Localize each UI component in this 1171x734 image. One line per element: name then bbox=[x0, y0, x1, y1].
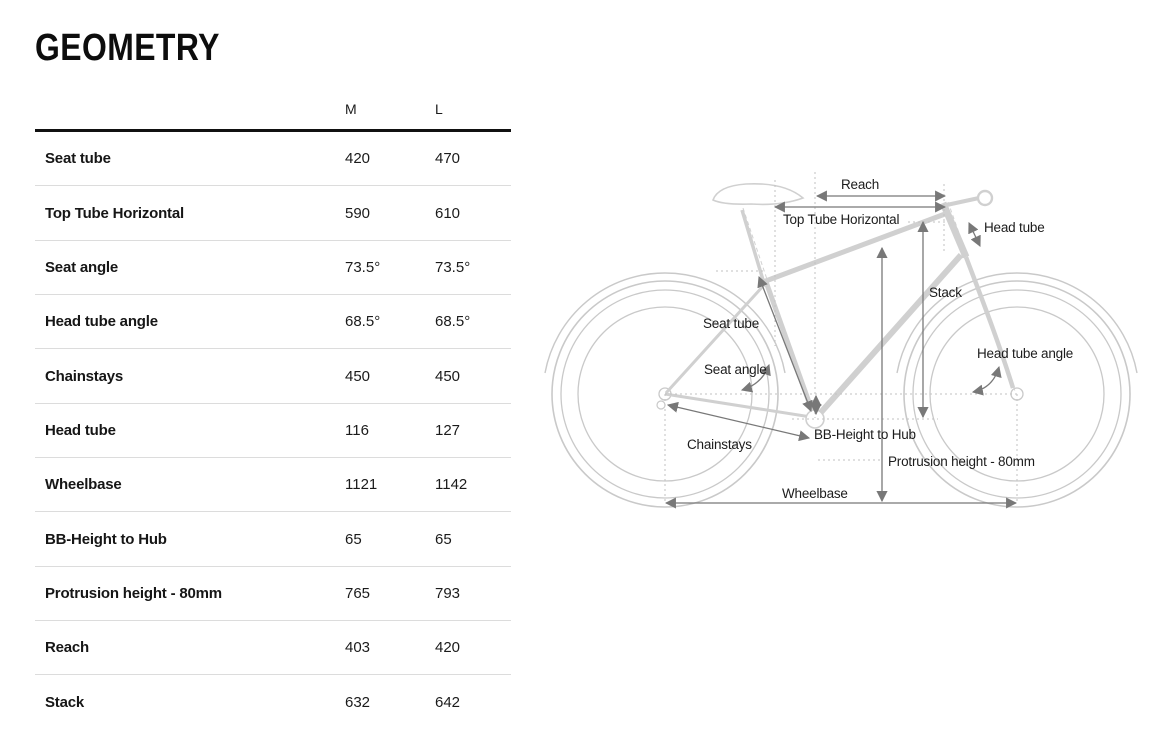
diagram-labels: Reach Top Tube Horizontal Head tube Stac… bbox=[687, 177, 1073, 501]
row-label: Seat angle bbox=[45, 258, 119, 276]
chainstays-arrow bbox=[666, 401, 811, 442]
column-header-l: L bbox=[435, 100, 443, 117]
label-protrusion-height: Protrusion height - 80mm bbox=[888, 454, 1035, 469]
label-top-tube-horizontal: Top Tube Horizontal bbox=[783, 212, 899, 227]
head-tube-tube bbox=[939, 201, 970, 259]
value-l: 610 bbox=[435, 204, 461, 222]
column-header-m: M bbox=[345, 100, 357, 117]
geometry-table: M L Seat tube 420 470 Top Tube Horizonta… bbox=[35, 88, 511, 729]
row-label: Head tube angle bbox=[45, 313, 158, 331]
table-row: Stack 632 642 bbox=[35, 675, 511, 728]
value-l: 1142 bbox=[435, 476, 468, 494]
row-label: Protrusion height - 80mm bbox=[45, 584, 222, 602]
row-label: Chainstays bbox=[45, 367, 124, 385]
rear-wheel bbox=[544, 272, 786, 508]
row-label: Wheelbase bbox=[45, 476, 122, 494]
value-m: 116 bbox=[345, 421, 369, 439]
label-chainstays: Chainstays bbox=[687, 437, 752, 452]
table-header-row: M L bbox=[35, 88, 511, 132]
value-l: 68.5° bbox=[435, 313, 471, 331]
label-seat-angle: Seat angle bbox=[704, 362, 767, 377]
value-m: 73.5° bbox=[345, 258, 381, 276]
label-bb-height-to-hub: BB-Height to Hub bbox=[814, 427, 916, 442]
front-fender bbox=[896, 272, 1138, 374]
row-label: Top Tube Horizontal bbox=[45, 204, 184, 222]
value-l: 470 bbox=[435, 150, 461, 168]
table-row: Reach 403 420 bbox=[35, 621, 511, 676]
row-label: BB-Height to Hub bbox=[45, 530, 167, 548]
table-row: Chainstays 450 450 bbox=[35, 349, 511, 404]
table-row: BB-Height to Hub 65 65 bbox=[35, 512, 511, 567]
value-m: 403 bbox=[345, 639, 371, 657]
table-body: Seat tube 420 470 Top Tube Horizontal 59… bbox=[35, 132, 511, 729]
label-head-tube: Head tube bbox=[984, 220, 1045, 235]
table-row: Seat angle 73.5° 73.5° bbox=[35, 241, 511, 296]
front-wheel bbox=[896, 272, 1138, 508]
head-tube-angle-arc bbox=[971, 365, 1002, 396]
table-row: Head tube angle 68.5° 68.5° bbox=[35, 295, 511, 350]
page-title: GEOMETRY bbox=[35, 27, 220, 69]
bike-geometry-diagram: Reach Top Tube Horizontal Head tube Stac… bbox=[544, 172, 1138, 509]
value-m: 1121 bbox=[345, 476, 378, 494]
label-wheelbase: Wheelbase bbox=[782, 486, 848, 501]
dimension-annotations bbox=[664, 190, 1018, 509]
value-m: 68.5° bbox=[345, 313, 381, 331]
value-l: 642 bbox=[435, 693, 461, 711]
value-l: 793 bbox=[435, 584, 461, 602]
value-m: 765 bbox=[345, 584, 371, 602]
value-m: 420 bbox=[345, 150, 371, 168]
value-l: 450 bbox=[435, 367, 461, 385]
value-m: 632 bbox=[345, 693, 371, 711]
label-head-tube-angle: Head tube angle bbox=[977, 346, 1073, 361]
value-m: 450 bbox=[345, 367, 371, 385]
value-m: 590 bbox=[345, 204, 371, 222]
label-stack: Stack bbox=[929, 285, 962, 300]
table-row: Protrusion height - 80mm 765 793 bbox=[35, 567, 511, 622]
down-tube bbox=[812, 253, 964, 421]
seat-post bbox=[740, 209, 765, 281]
head-tube-arrow bbox=[968, 222, 981, 247]
table-row: Wheelbase 1121 1142 bbox=[35, 458, 511, 513]
table-row: Top Tube Horizontal 590 610 bbox=[35, 186, 511, 241]
fork bbox=[963, 256, 1016, 389]
label-seat-tube: Seat tube bbox=[703, 316, 759, 331]
seat-tube-tube bbox=[762, 278, 818, 420]
row-label: Reach bbox=[45, 639, 90, 657]
row-label: Head tube bbox=[45, 421, 116, 439]
saddle bbox=[711, 182, 805, 206]
value-m: 65 bbox=[345, 530, 362, 548]
value-l: 73.5° bbox=[435, 258, 471, 276]
seat-tube-arrow bbox=[757, 275, 813, 413]
rear-derailleur bbox=[656, 400, 666, 410]
row-label: Seat tube bbox=[45, 150, 111, 168]
value-l: 420 bbox=[435, 639, 461, 657]
stem bbox=[941, 196, 980, 208]
table-row: Seat tube 420 470 bbox=[35, 132, 511, 187]
seat-angle-arc bbox=[740, 363, 771, 393]
value-l: 127 bbox=[435, 421, 461, 439]
handlebar-grip bbox=[976, 189, 994, 207]
table-row: Head tube 116 127 bbox=[35, 404, 511, 459]
top-tube bbox=[762, 211, 946, 285]
label-reach: Reach bbox=[841, 177, 879, 192]
row-label: Stack bbox=[45, 693, 85, 711]
chain-stay bbox=[664, 392, 812, 419]
value-l: 65 bbox=[435, 530, 452, 548]
seat-stay bbox=[664, 283, 766, 395]
